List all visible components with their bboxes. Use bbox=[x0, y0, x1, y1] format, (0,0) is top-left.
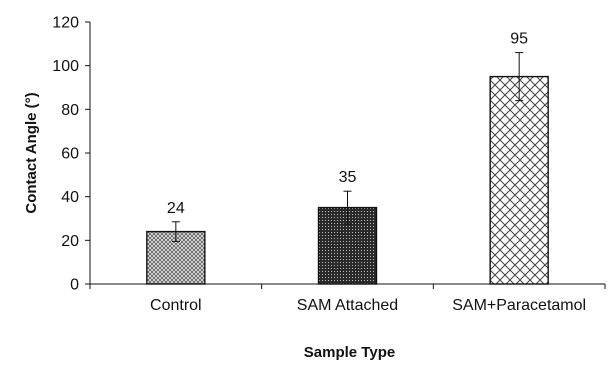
y-ticks: 0 20 40 60 80 100 120 bbox=[52, 15, 90, 294]
error-bar-3 bbox=[515, 52, 524, 102]
x-tick-label: SAM+Paracetamol bbox=[452, 297, 586, 314]
x-axis-title: Sample Type bbox=[304, 344, 395, 361]
x-tick-label: Control bbox=[150, 297, 202, 314]
y-tick-label: 20 bbox=[61, 233, 79, 250]
error-bar-2 bbox=[343, 190, 352, 225]
y-tick-label: 120 bbox=[52, 15, 79, 32]
bars bbox=[146, 75, 549, 285]
y-tick-label: 80 bbox=[61, 102, 79, 119]
y-tick-label: 0 bbox=[70, 277, 79, 294]
bar-3 bbox=[489, 75, 549, 285]
x-ticks bbox=[89, 284, 606, 289]
x-tick-label: SAM Attached bbox=[297, 297, 398, 314]
data-label-2: 35 bbox=[339, 169, 357, 186]
bar-1 bbox=[146, 230, 206, 285]
data-label-3: 95 bbox=[510, 31, 528, 48]
data-label-1: 24 bbox=[167, 200, 185, 217]
bar-2 bbox=[317, 206, 378, 285]
error-bars bbox=[171, 52, 524, 242]
category-labels: Control SAM Attached SAM+Paracetamol bbox=[150, 297, 586, 314]
y-axis-title: Contact Angle (°) bbox=[23, 92, 40, 213]
data-labels: 24 35 95 bbox=[167, 31, 528, 217]
error-bar-1 bbox=[171, 221, 180, 242]
y-tick-label: 40 bbox=[61, 189, 79, 206]
y-tick-label: 60 bbox=[61, 146, 79, 163]
y-tick-label: 100 bbox=[52, 58, 79, 75]
